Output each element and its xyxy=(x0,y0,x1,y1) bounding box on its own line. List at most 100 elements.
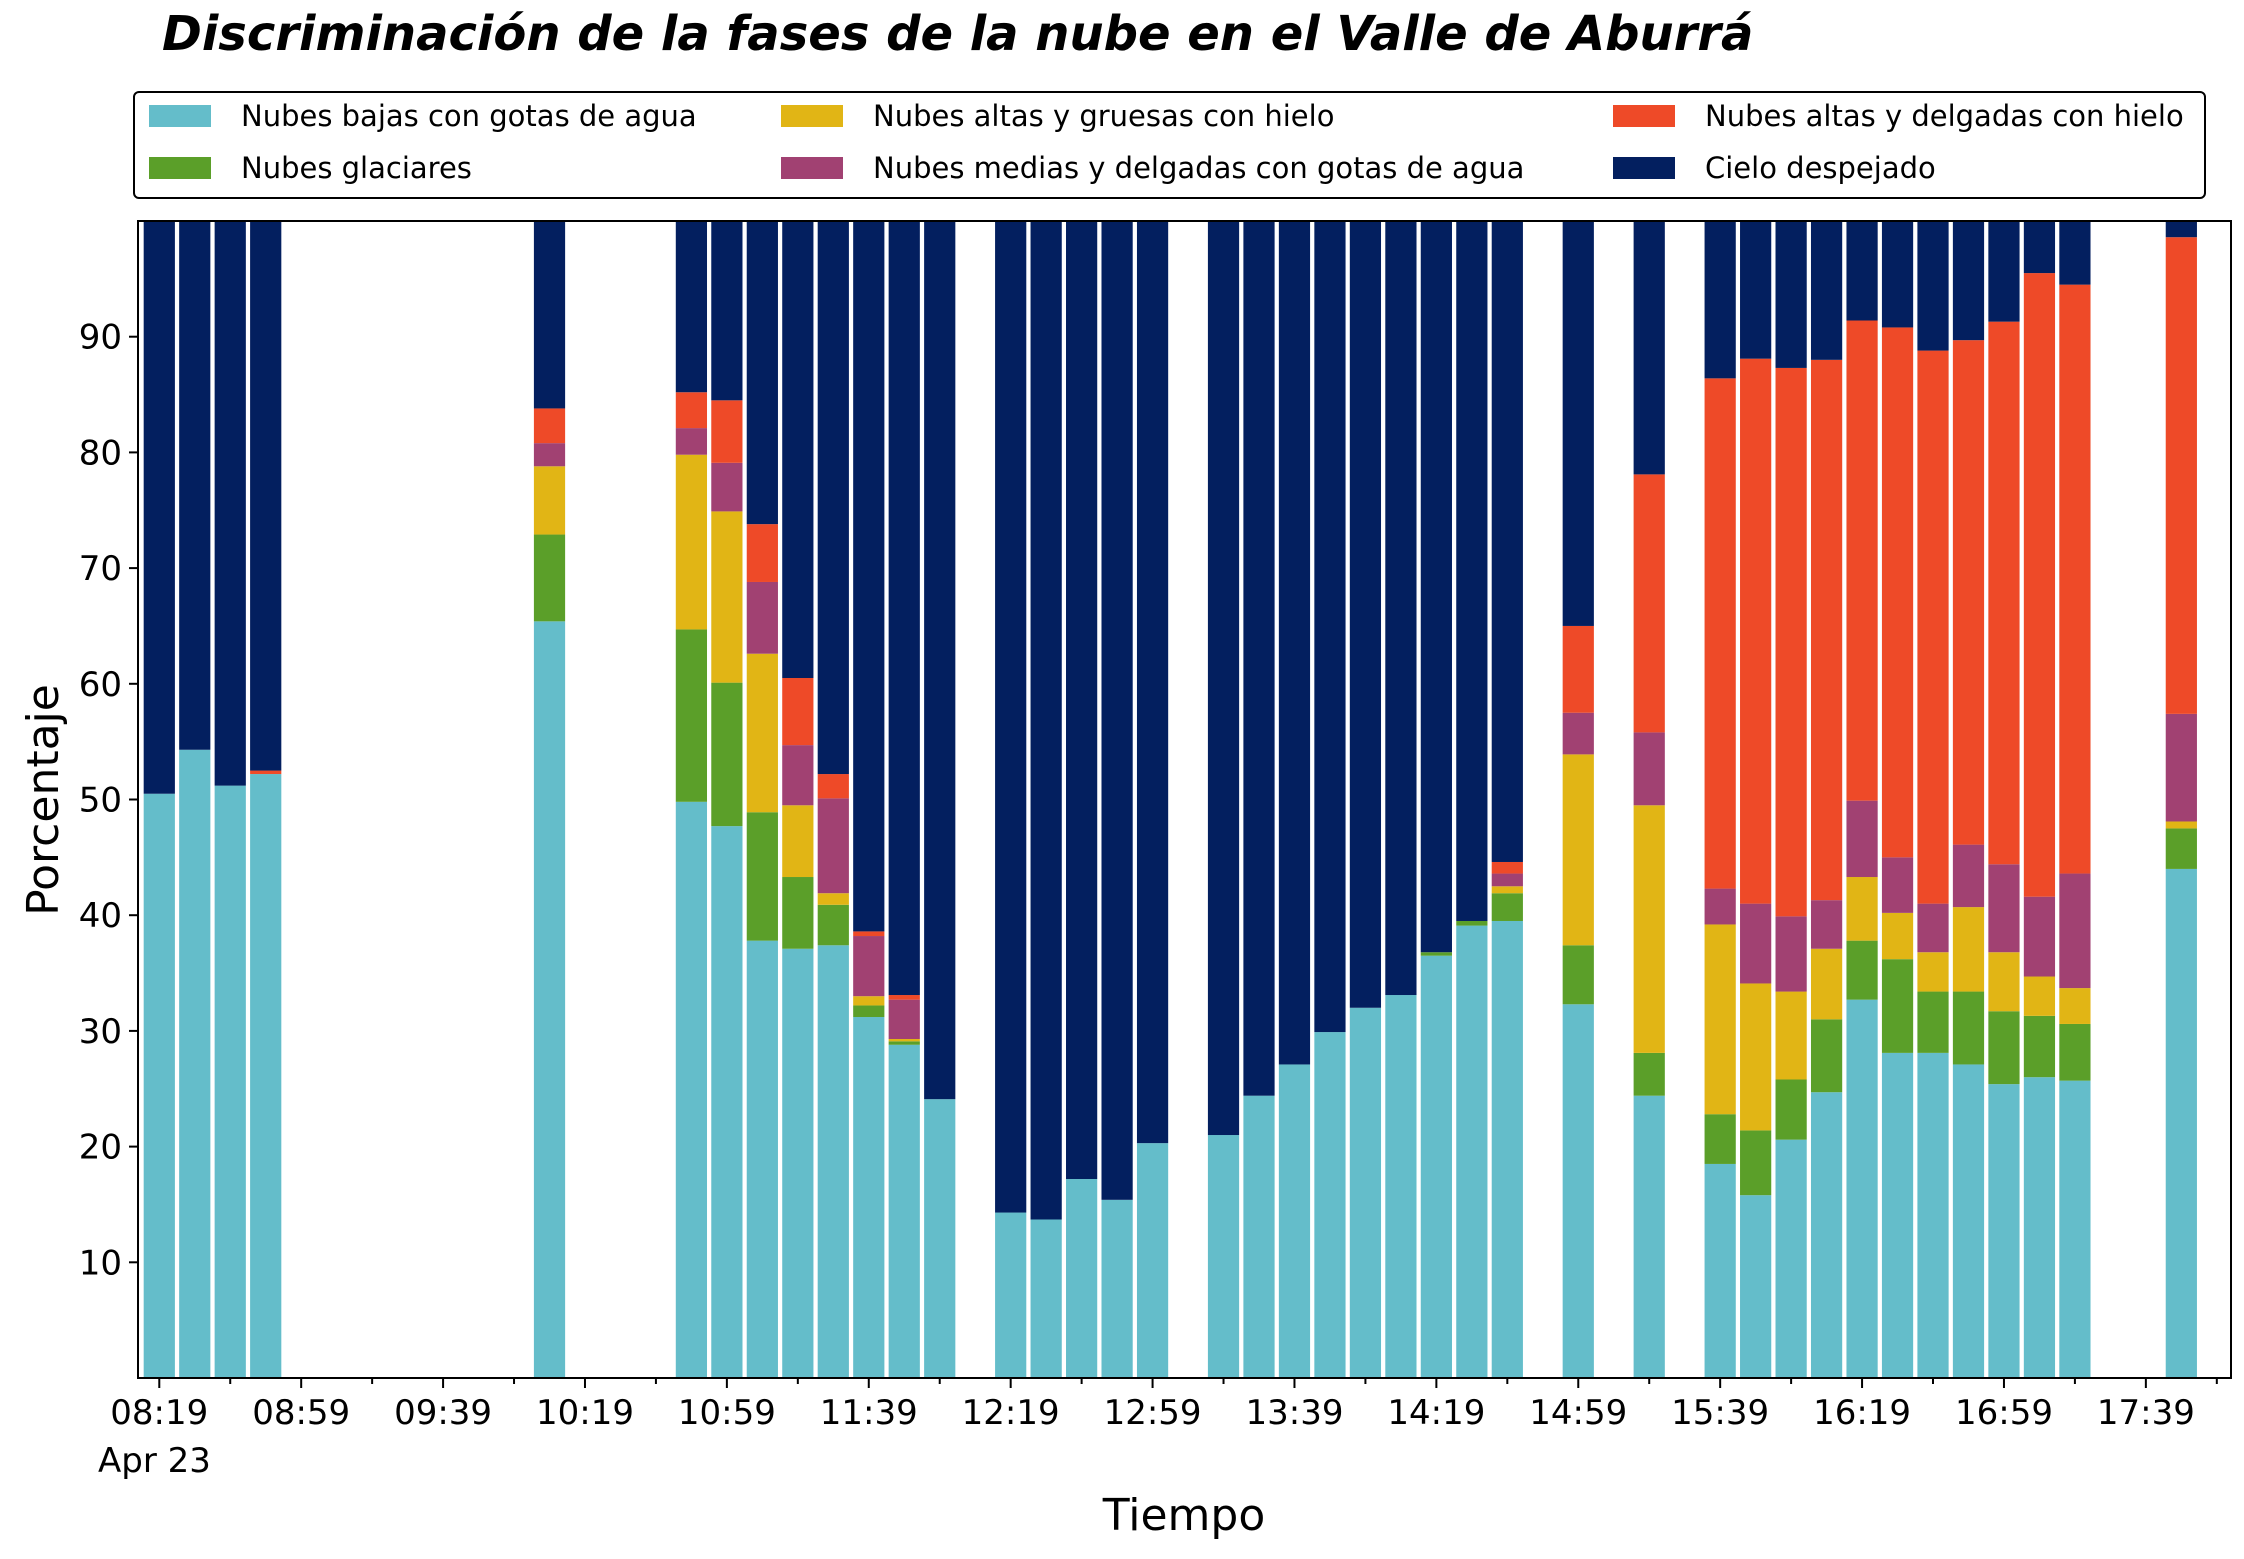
x-tick-label-1419: 14:19 xyxy=(1387,1393,1485,1433)
bar-nubes-altas-y-delgadas-con-hielo-0849 xyxy=(250,770,282,775)
x-tick-label-1259: 12:59 xyxy=(1104,1393,1202,1433)
bar-nubes-glaciares-1749 xyxy=(2165,828,2197,869)
bar-nubes-glaciares-1559 xyxy=(1775,1079,1807,1140)
bar-nubes-medias-y-delgadas-con-gotas-de-agua-1609 xyxy=(1810,900,1843,949)
bar-nubes-bajas-con-gotas-de-agua-1159 xyxy=(924,1099,956,1378)
bar-nubes-bajas-con-gotas-de-agua-1319 xyxy=(1207,1135,1240,1378)
bar-nubes-bajas-con-gotas-de-agua-1339 xyxy=(1278,1064,1311,1378)
bar-nubes-altas-y-gruesas-con-hielo-1149 xyxy=(888,1039,920,1042)
bar-nubes-bajas-con-gotas-de-agua-0839 xyxy=(214,785,246,1378)
bar-nubes-altas-y-gruesas-con-hielo-1439 xyxy=(1491,886,1523,894)
bar-nubes-altas-y-gruesas-con-hielo-1129 xyxy=(817,893,849,905)
legend-label-nubes-medias: Nubes medias y delgadas con gotas de agu… xyxy=(873,151,1525,185)
bar-nubes-glaciares-1129 xyxy=(817,904,849,946)
x-tick-label-1659: 16:59 xyxy=(1955,1393,2053,1433)
bar-cielo-despejado-1119 xyxy=(782,221,814,679)
y-tick-label-40: 40 xyxy=(79,896,122,936)
legend-swatch-cielo-despejado xyxy=(1613,157,1675,179)
x-tick-label-1539: 15:39 xyxy=(1671,1393,1769,1433)
legend-swatch-nubes-medias xyxy=(781,157,843,179)
bar-nubes-glaciares-1139 xyxy=(853,1005,885,1018)
bar-nubes-glaciares-1119 xyxy=(782,877,814,949)
legend-label-nubes-bajas: Nubes bajas con gotas de agua xyxy=(241,99,697,133)
bar-nubes-bajas-con-gotas-de-agua-1149 xyxy=(888,1044,920,1378)
bar-nubes-glaciares-1109 xyxy=(746,812,778,941)
x-tick-label-1619: 16:19 xyxy=(1813,1393,1911,1433)
bar-cielo-despejado-1049 xyxy=(675,221,708,393)
bar-nubes-glaciares-1059 xyxy=(711,682,743,827)
bar-nubes-altas-y-delgadas-con-hielo-1719 xyxy=(2059,284,2091,874)
bar-nubes-altas-y-gruesas-con-hielo-1719 xyxy=(2059,988,2091,1024)
plot-frame xyxy=(137,220,2232,1379)
bar-nubes-altas-y-gruesas-con-hielo-1639 xyxy=(1917,952,1949,992)
bar-cielo-despejado-1239 xyxy=(1066,221,1098,1179)
bar-nubes-altas-y-gruesas-con-hielo-1619 xyxy=(1846,877,1878,941)
bar-nubes-bajas-con-gotas-de-agua-1749 xyxy=(2165,868,2197,1378)
bar-nubes-altas-y-delgadas-con-hielo-1649 xyxy=(1952,340,1985,845)
legend-item-nubes-bajas: Nubes bajas con gotas de agua xyxy=(149,99,697,133)
bar-nubes-medias-y-delgadas-con-gotas-de-agua-1629 xyxy=(1881,857,1914,913)
bar-nubes-medias-y-delgadas-con-gotas-de-agua-1559 xyxy=(1775,916,1807,992)
y-tick-label-30: 30 xyxy=(79,1012,122,1052)
bar-nubes-glaciares-1659 xyxy=(1988,1011,2020,1085)
bar-nubes-altas-y-delgadas-con-hielo-1549 xyxy=(1740,358,1772,904)
bar-nubes-bajas-con-gotas-de-agua-0819 xyxy=(143,793,175,1378)
bar-nubes-altas-y-delgadas-con-hielo-1459 xyxy=(1562,625,1594,713)
bar-nubes-altas-y-delgadas-con-hielo-1049 xyxy=(675,392,708,429)
bar-nubes-altas-y-delgadas-con-hielo-1129 xyxy=(817,774,849,799)
x-axis-date-label: Apr 23 xyxy=(98,1441,211,1481)
bar-nubes-glaciares-1149 xyxy=(888,1041,920,1045)
bar-nubes-medias-y-delgadas-con-gotas-de-agua-1049 xyxy=(675,428,708,455)
bar-cielo-despejado-1349 xyxy=(1314,221,1346,1033)
bar-cielo-despejado-1149 xyxy=(888,221,920,996)
bar-nubes-bajas-con-gotas-de-agua-0849 xyxy=(250,774,282,1378)
bar-cielo-despejado-1709 xyxy=(2023,221,2056,274)
x-tick-label-0939: 09:39 xyxy=(394,1393,492,1433)
bar-nubes-altas-y-delgadas-con-hielo-1659 xyxy=(1988,321,2020,865)
y-tick-label-10: 10 xyxy=(79,1243,122,1283)
x-tick-label-0859: 08:59 xyxy=(252,1393,350,1433)
bar-nubes-medias-y-delgadas-con-gotas-de-agua-1709 xyxy=(2023,896,2056,977)
bar-cielo-despejado-1659 xyxy=(1988,221,2020,322)
bar-cielo-despejado-1459 xyxy=(1562,221,1594,626)
bar-cielo-despejado-1339 xyxy=(1278,221,1311,1065)
bar-nubes-medias-y-delgadas-con-gotas-de-agua-1649 xyxy=(1952,844,1985,908)
bar-nubes-altas-y-delgadas-con-hielo-1749 xyxy=(2165,237,2197,714)
bar-nubes-bajas-con-gotas-de-agua-1459 xyxy=(1562,1004,1594,1378)
bar-nubes-medias-y-delgadas-con-gotas-de-agua-1439 xyxy=(1491,873,1523,887)
legend-item-nubes-altas-delgadas: Nubes altas y delgadas con hielo xyxy=(1613,99,2184,133)
legend-item-nubes-altas-gruesas: Nubes altas y gruesas con hielo xyxy=(781,99,1334,133)
legend-swatch-nubes-altas-delgadas xyxy=(1613,105,1675,127)
bar-cielo-despejado-0839 xyxy=(214,221,246,786)
x-tick-label-1019: 10:19 xyxy=(536,1393,634,1433)
bar-cielo-despejado-1409 xyxy=(1385,221,1417,996)
bar-nubes-glaciares-1519 xyxy=(1633,1052,1665,1096)
bar-cielo-despejado-1639 xyxy=(1917,221,1949,351)
bar-nubes-altas-y-delgadas-con-hielo-1639 xyxy=(1917,350,1949,904)
bar-cielo-despejado-1629 xyxy=(1881,221,1914,328)
bar-cielo-despejado-1519 xyxy=(1633,221,1665,475)
bar-nubes-altas-y-gruesas-con-hielo-1049 xyxy=(675,454,708,630)
bar-nubes-glaciares-1719 xyxy=(2059,1023,2091,1081)
bar-nubes-bajas-con-gotas-de-agua-1429 xyxy=(1456,925,1488,1378)
bar-cielo-despejado-1439 xyxy=(1491,221,1523,862)
bar-nubes-bajas-con-gotas-de-agua-1249 xyxy=(1101,1199,1133,1378)
bar-cielo-despejado-1139 xyxy=(853,221,885,932)
bar-cielo-despejado-1359 xyxy=(1349,221,1382,1008)
bar-nubes-bajas-con-gotas-de-agua-1139 xyxy=(853,1017,885,1378)
bar-cielo-despejado-1549 xyxy=(1740,221,1772,359)
bar-nubes-altas-y-delgadas-con-hielo-1059 xyxy=(711,400,743,463)
y-axis-title: Porcentaje xyxy=(18,684,69,916)
bar-nubes-medias-y-delgadas-con-gotas-de-agua-1059 xyxy=(711,462,743,512)
x-axis-title: Tiempo xyxy=(1102,1490,1266,1541)
bar-cielo-despejado-0829 xyxy=(179,221,211,750)
bar-nubes-bajas-con-gotas-de-agua-1409 xyxy=(1385,995,1417,1378)
bar-nubes-medias-y-delgadas-con-gotas-de-agua-1659 xyxy=(1988,864,2020,953)
bar-cielo-despejado-1559 xyxy=(1775,221,1807,368)
legend-label-cielo-despejado: Cielo despejado xyxy=(1705,151,1936,185)
bar-nubes-bajas-con-gotas-de-agua-1619 xyxy=(1846,999,1878,1378)
bar-nubes-medias-y-delgadas-con-gotas-de-agua-1009 xyxy=(533,443,566,467)
bar-nubes-medias-y-delgadas-con-gotas-de-agua-1639 xyxy=(1917,903,1949,953)
bar-nubes-medias-y-delgadas-con-gotas-de-agua-1719 xyxy=(2059,873,2091,989)
bar-nubes-altas-y-delgadas-con-hielo-1439 xyxy=(1491,861,1523,874)
